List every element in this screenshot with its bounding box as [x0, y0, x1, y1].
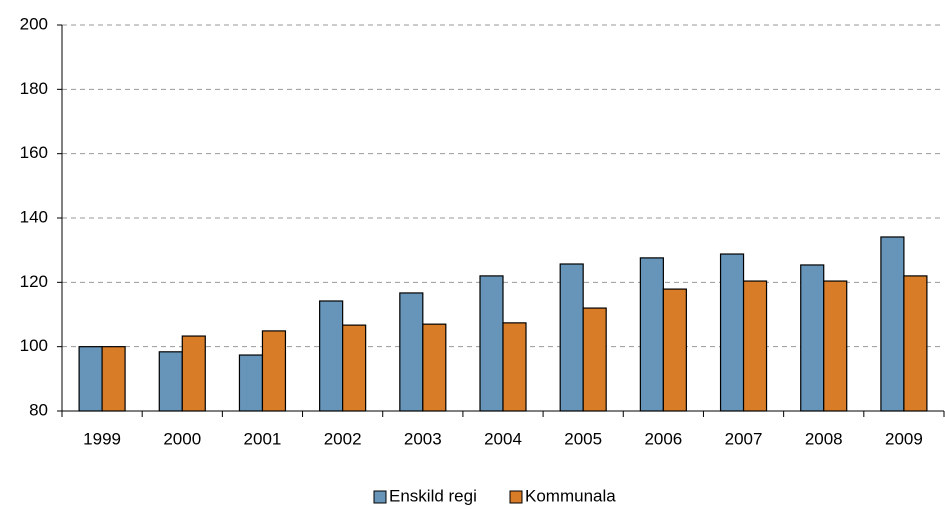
y-tick-label: 200	[20, 14, 48, 33]
x-tick-label: 2008	[805, 429, 843, 448]
y-tick-label: 80	[29, 400, 48, 419]
bar	[742, 280, 768, 412]
x-tick-label: 2005	[564, 429, 602, 448]
bar	[261, 330, 287, 412]
bar	[582, 307, 607, 412]
bar	[823, 280, 848, 412]
bar	[78, 346, 103, 412]
y-tick-label: 160	[20, 143, 48, 162]
x-tick-label: 2001	[244, 429, 282, 448]
x-tick-label: 2007	[725, 429, 763, 448]
bar	[719, 253, 745, 412]
bar	[342, 324, 367, 412]
bar	[238, 354, 264, 412]
bar	[422, 323, 447, 412]
x-tick-label: 2006	[644, 429, 682, 448]
legend-label: Enskild regi	[389, 486, 477, 505]
y-tick-label: 140	[20, 207, 48, 226]
legend-swatch	[373, 490, 387, 504]
bar	[181, 335, 206, 412]
x-tick-label: 2003	[404, 429, 442, 448]
y-tick-label: 120	[20, 272, 48, 291]
bar	[639, 257, 664, 412]
bar	[880, 236, 905, 412]
bar	[158, 351, 183, 412]
x-tick-label: 2000	[163, 429, 201, 448]
x-tick-label: 1999	[83, 429, 121, 448]
bar	[559, 263, 584, 412]
y-tick-label: 100	[20, 336, 48, 355]
bar	[101, 346, 126, 412]
bar	[479, 275, 504, 412]
x-tick-label: 2004	[484, 429, 522, 448]
legend-label: Kommunala	[525, 486, 616, 505]
bar	[502, 322, 527, 412]
x-tick-label: 2002	[324, 429, 362, 448]
bar	[319, 300, 344, 412]
bar	[903, 275, 928, 412]
bar	[800, 264, 825, 412]
x-tick-label: 2009	[885, 429, 923, 448]
bar	[662, 288, 687, 412]
y-tick-label: 180	[20, 79, 48, 98]
bar	[399, 292, 424, 412]
legend-swatch	[509, 490, 523, 504]
